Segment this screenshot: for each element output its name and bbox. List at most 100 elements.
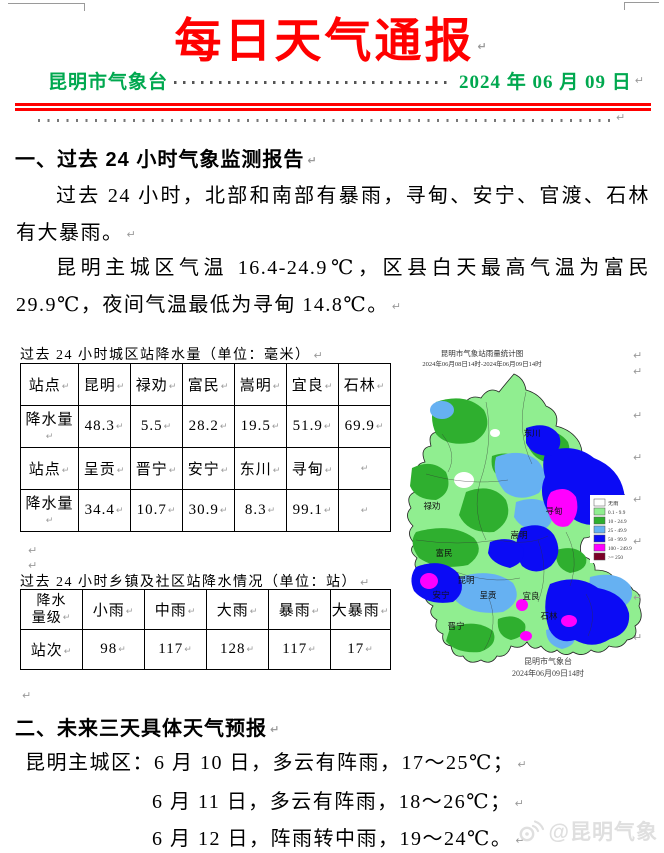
return-mark [220,506,229,516]
section1-heading-text: 一、过去 24 小时气象监测报告 [15,149,305,171]
return-mark [515,797,526,810]
cell-text: 寻甸 [291,462,324,478]
dotted-divider [38,119,610,122]
return-mark [324,506,333,516]
table-cell [338,447,391,490]
issue-date: 2024 年 06 月 09 日 [459,71,632,93]
return-mark [635,74,644,87]
return-mark [118,645,127,655]
return-mark [392,300,403,313]
return-mark [168,506,177,516]
paragraph-text: 昆明主城区气温 16.4-24.9℃，区县白天最高气温为富民 29.9℃，夜间气… [16,257,650,316]
forecast-text: 6 月 10 日，多云有阵雨，17～25℃； [154,752,515,774]
table2-caption: 过去 24 小时乡镇及社区站降水情况（单位：站） [20,571,371,591]
forecast-line-2: 6 月 11 日，多云有阵雨，18～26℃； [152,785,525,814]
table-cell: 暴雨 [268,589,331,630]
legend-label: 25 - 49.9 [608,528,627,534]
return-mark [164,422,173,432]
rain-band-none [454,429,500,488]
return-mark [126,607,135,617]
return-mark [360,576,371,589]
return-mark [63,613,72,623]
return-mark [324,422,333,432]
cell-text: 昆明 [83,378,116,394]
return-mark [221,466,230,476]
table-cell: 站点 [20,363,79,406]
double-red-rule [15,103,651,111]
table-cell: 128 [206,629,269,670]
return-mark [116,422,125,432]
table-cell: 安宁 [182,447,235,490]
label-kunming: 昆明 [457,575,474,585]
table-cell: 117 [268,629,331,670]
legend-swatch [593,498,606,507]
label-shilin: 石林 [540,611,558,621]
forecast-line-3: 6 月 12 日，阵雨转中雨，19～24℃。 [152,822,526,851]
cell-text: 降水量 [25,495,74,512]
map-footer-agency: 昆明市气象台 [524,656,572,666]
legend-swatch [593,543,606,552]
table-row: 站点 呈贡 晋宁 安宁 东川 寻甸 [20,447,391,490]
return-mark [633,494,642,505]
cell-text: 大暴雨 [331,603,380,619]
table-cell: 昆明 [78,363,131,406]
page-title-text: 每日天气通报 [174,16,475,68]
cell-text: 宜良 [291,378,324,394]
cell-text: 117 [282,641,308,657]
return-mark [250,607,259,617]
cell-text: 34.4 [84,502,115,518]
cell-text: 安宁 [187,462,220,478]
return-mark [127,228,138,241]
label-chenggong: 呈贡 [479,590,496,600]
table-cell: 禄劝 [130,363,183,406]
cell-text: 中雨 [154,603,187,619]
forecast-line-1: 昆明主城区：6 月 10 日，多云有阵雨，17～25℃； [25,746,528,775]
return-mark [307,154,317,167]
return-mark [633,536,642,547]
legend-swatch [593,516,606,525]
return-mark [633,410,642,421]
table-cell: 降水量 [20,405,79,448]
table-cell: 小雨 [82,589,145,630]
return-mark [515,834,526,847]
cell-text: 117 [158,641,184,657]
district-labels: 东川 禄劝 寻甸 嵩明 富民 昆明 安宁 呈贡 宜良 石林 晋宁 [423,428,562,631]
return-mark [28,560,37,571]
table-cell: 晋宁 [130,447,183,490]
dotted-leader [174,80,454,84]
return-mark [22,690,31,701]
return-mark [308,645,317,655]
map-footer-time: 2024年06月09日14时 [512,668,584,678]
return-mark [188,607,197,617]
table1-caption: 过去 24 小时城区站降水量（单位：毫米） [20,344,324,364]
return-mark [64,647,73,657]
table-cell: 48.3 [78,405,131,448]
map-title: 昆明市气象站雨量统计图 [441,348,524,358]
table-cell: 30.9 [182,489,235,532]
urban-rainfall-table: 站点 昆明 禄劝 富民 嵩明 宜良 石林 降水量 48.3 5.5 28.2 1… [20,363,391,532]
cell-text: 站点 [28,462,61,478]
map-title-period: 2024年06月08日14时-2024年06月09日14时 [422,359,542,368]
legend-label: 10 - 24.9 [608,519,627,525]
section1-paragraph2: 昆明主城区气温 16.4-24.9℃，区县白天最高气温为富民 29.9℃，夜间气… [16,250,650,325]
cell-text: 30.9 [188,502,219,518]
cell-text: 99.1 [292,502,323,518]
return-mark [117,466,126,476]
legend-label: 50 - 99.9 [608,537,627,543]
cell-text: 暴雨 [278,603,311,619]
legend-swatch [593,534,606,543]
cell-text: 19.5 [240,418,271,434]
table-cell: 中雨 [144,589,207,630]
return-mark [62,466,71,476]
return-mark [184,645,193,655]
map-legend: 无雨 0.1 - 9.9 10 - 24.9 25 - 49.9 50 - 99… [590,495,660,563]
forecast-text: 6 月 11 日，多云有阵雨，18～26℃； [152,791,512,813]
forecast-lead: 昆明主城区： [25,752,154,774]
table-cell: 站次 [20,629,83,670]
return-mark [221,382,230,392]
cell-text: 降水量 [25,411,74,428]
return-mark [273,382,282,392]
table-cell: 寻甸 [286,447,339,490]
return-mark [268,506,277,516]
cell-text: 东川 [239,462,272,478]
